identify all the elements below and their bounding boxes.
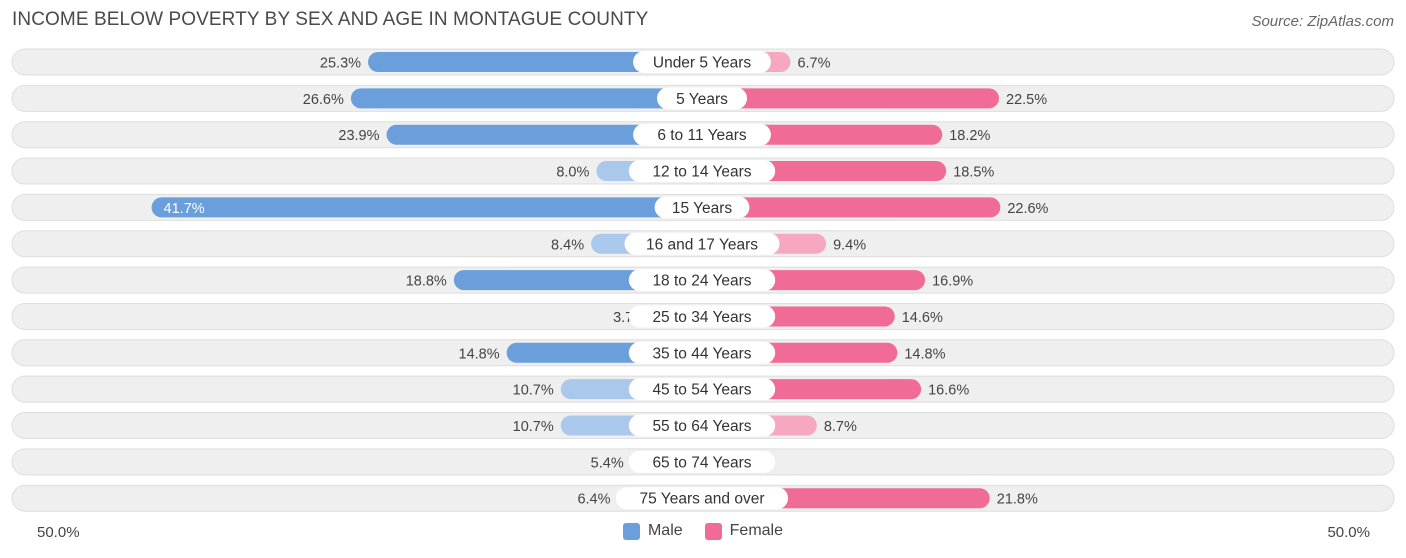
legend-label-female: Female (729, 522, 784, 539)
category-pill (628, 305, 776, 328)
axis-left-label: 50.0% (37, 524, 80, 541)
value-label-male: 10.7% (513, 383, 554, 399)
value-label-male: 14.8% (459, 346, 500, 362)
value-label-male: 25.3% (320, 56, 361, 72)
category-label: 5 Years (676, 91, 728, 108)
row-6-to-11-years: 23.9% 18.2% 6 to 11 Years (11, 121, 1395, 149)
category-pill (628, 269, 776, 292)
value-label-male: 6.4% (577, 492, 610, 508)
row-15-years: 41.7% 22.6% 15 Years (11, 193, 1395, 221)
row-18-to-24-years: 18.8% 16.9% 18 to 24 Years (11, 266, 1395, 294)
legend-item-female: Female (704, 522, 784, 540)
category-label: 35 to 44 Years (652, 345, 751, 362)
value-label-male: 8.4% (551, 237, 584, 253)
row-25-to-34-years: 3.7%14.6%25 to 34 Years (11, 302, 1395, 330)
value-label-female: 21.8% (997, 492, 1038, 508)
value-label-female: 22.6% (1007, 201, 1048, 217)
value-label-female: 18.5% (953, 165, 994, 181)
row-65-to-74-years: 5.4%2.4%65 to 74 Years (11, 448, 1395, 476)
category-pill (628, 450, 776, 473)
value-label-male: 8.0% (556, 165, 589, 181)
row-under-5-years: 25.3% 6.7% Under 5 Years (11, 48, 1395, 76)
category-label: 55 to 64 Years (652, 418, 751, 435)
bar-male (368, 52, 714, 72)
value-label-male: 23.9% (338, 128, 379, 144)
legend-item-male: Male (622, 522, 683, 540)
category-pill (657, 87, 747, 110)
row-35-to-44-years: 14.8% 14.8% 35 to 44 Years (11, 339, 1395, 367)
category-pill (615, 487, 789, 510)
legend-swatch-female (704, 522, 722, 540)
category-label: 16 and 17 Years (646, 236, 758, 253)
row-45-to-54-years: 10.7% 16.6% 45 to 54 Years (11, 375, 1395, 403)
legend-label-male: Male (647, 522, 683, 539)
value-label-female: 14.6% (902, 310, 943, 326)
category-pill (633, 123, 771, 146)
value-label-female: 18.2% (949, 128, 990, 144)
value-label-female: 16.9% (932, 274, 973, 290)
row-16-and-17-years: 8.4% 9.4% 16 and 17 Years (11, 230, 1395, 258)
row-55-to-64-years: 10.7% 8.7% 55 to 64 Years (11, 412, 1395, 439)
value-label-female: 22.5% (1006, 92, 1047, 108)
category-pill (633, 51, 771, 73)
value-label-female: 14.8% (904, 346, 945, 362)
bar-female (690, 88, 999, 109)
bar-male (350, 88, 714, 109)
value-label-female: 8.7% (824, 419, 857, 435)
value-label-female: 9.4% (833, 237, 866, 253)
category-label: 6 to 11 Years (657, 127, 747, 144)
bar-male (151, 197, 714, 218)
category-label: 15 Years (672, 200, 733, 217)
category-pill (628, 160, 776, 183)
chart-title: INCOME BELOW POVERTY BY SEX AND AGE IN M… (12, 9, 649, 30)
value-label-male: 41.7% (164, 201, 205, 217)
value-label-female: 6.7% (797, 56, 830, 72)
category-label: 12 to 14 Years (652, 164, 751, 181)
category-label: 25 to 34 Years (652, 309, 751, 326)
bar-male (386, 124, 714, 145)
category-pill (628, 414, 776, 437)
category-label: 18 to 24 Years (652, 273, 751, 290)
row-12-to-14-years: 8.0% 18.5% 12 to 14 Years (11, 157, 1395, 185)
category-pill (628, 341, 776, 364)
category-label: 75 Years and over (640, 491, 765, 508)
source-credit: Source: ZipAtlas.com (1251, 13, 1394, 30)
row-75-years-and-over: 6.4% 21.8% 75 Years and over (11, 484, 1395, 512)
value-label-male: 10.7% (513, 419, 554, 435)
category-pill (624, 232, 780, 255)
value-label-male: 5.4% (591, 455, 624, 471)
category-label: Under 5 Years (653, 55, 751, 72)
category-pill (628, 378, 776, 401)
legend: Male Female (0, 522, 1406, 540)
category-label: 65 to 74 Years (652, 454, 751, 471)
category-pill (654, 196, 750, 219)
legend-swatch-male (622, 522, 640, 540)
category-label: 45 to 54 Years (652, 382, 751, 399)
value-label-male: 26.6% (303, 92, 344, 108)
value-label-male: 18.8% (406, 274, 447, 290)
value-label-female: 16.6% (928, 383, 969, 399)
row-5-years: 26.6% 22.5% 5 Years (11, 84, 1395, 112)
bar-female (690, 197, 1001, 218)
axis-right-label: 50.0% (1327, 524, 1370, 541)
